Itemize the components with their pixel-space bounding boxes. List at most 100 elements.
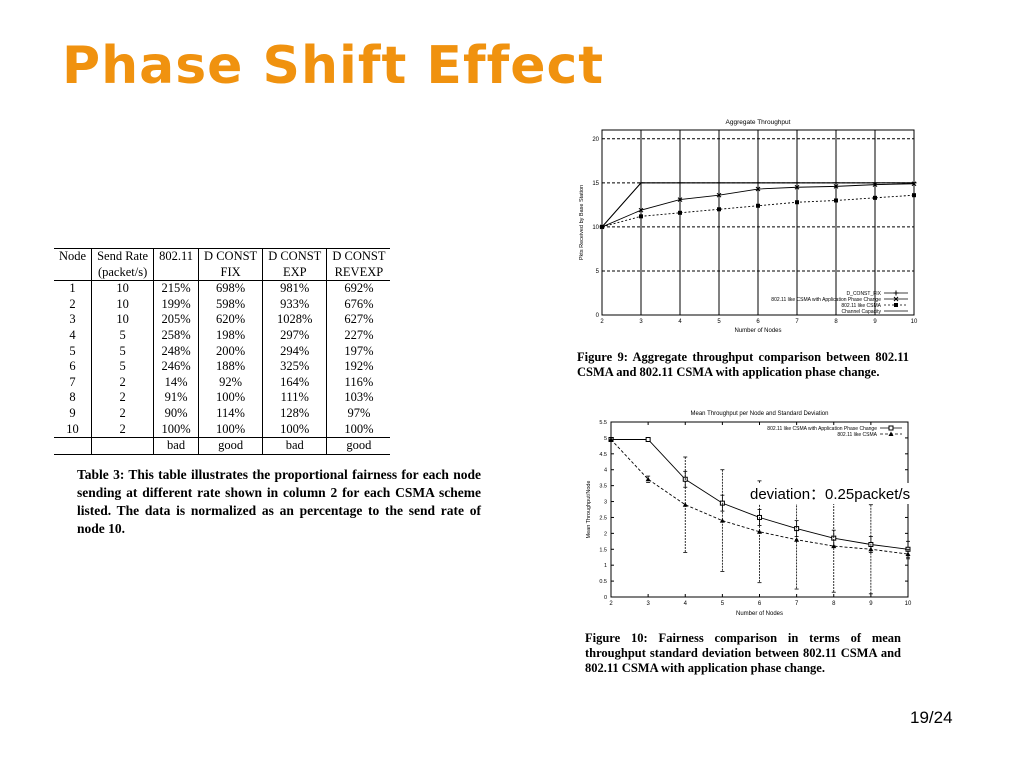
table-cell: 10 bbox=[91, 296, 155, 313]
table-cell: bad bbox=[262, 437, 328, 455]
x-tick-label: 6 bbox=[756, 319, 760, 325]
x-tick-label: 3 bbox=[646, 601, 650, 607]
table-cell: 2 bbox=[91, 421, 155, 438]
table-cell: 97% bbox=[347, 405, 371, 420]
table-cell: 192% bbox=[344, 359, 374, 374]
table-cell: 4 bbox=[54, 327, 93, 344]
table-cell: 5 bbox=[54, 343, 93, 360]
table-cell: 215% bbox=[153, 280, 200, 297]
table-cell: 325% bbox=[262, 359, 328, 375]
data-point bbox=[719, 518, 725, 523]
series-line bbox=[601, 182, 914, 228]
table-caption: Table 3: This table illustrates the prop… bbox=[77, 467, 481, 536]
table-cell: 100% bbox=[153, 421, 200, 438]
column-header-line: D CONST bbox=[204, 249, 258, 263]
table-cell: 2 bbox=[91, 374, 155, 391]
table-cell: 100% bbox=[262, 421, 328, 438]
slide-title: Phase Shift Effect bbox=[62, 36, 605, 96]
table-cell: 128% bbox=[262, 405, 328, 422]
data-point bbox=[795, 200, 799, 205]
data-point bbox=[755, 186, 761, 192]
x-tick-label: 8 bbox=[832, 601, 836, 607]
legend-marker bbox=[888, 425, 894, 431]
data-point bbox=[794, 537, 800, 542]
table-row: 2 10 199% 598% 933% 676% bbox=[54, 296, 390, 313]
table-cell: 933% bbox=[262, 296, 328, 313]
legend-label: D_CONST_FIX bbox=[847, 291, 882, 297]
table-cell: 164% bbox=[262, 374, 328, 391]
y-tick-label: 0 bbox=[604, 595, 607, 601]
data-point bbox=[873, 195, 877, 200]
table-cell: 2 bbox=[91, 405, 155, 422]
y-axis-label: Mean Throughput/Node bbox=[586, 481, 592, 539]
table-cell: 692% bbox=[344, 281, 374, 296]
y-tick-label: 5 bbox=[604, 436, 607, 442]
table-cell: 100% bbox=[198, 421, 264, 438]
data-point bbox=[905, 551, 911, 557]
table-cell: 91% bbox=[153, 390, 200, 406]
y-tick-label: 4.5 bbox=[599, 452, 607, 458]
x-axis-label: Number of Nodes bbox=[734, 328, 781, 334]
table-cell: 14% bbox=[153, 374, 200, 391]
table-cell: 5 bbox=[91, 327, 155, 344]
table-cell: 627% bbox=[344, 312, 374, 327]
table-cell: 10 bbox=[91, 312, 155, 328]
legend-label: 802.11 like CSMA bbox=[841, 303, 881, 309]
x-tick-label: 4 bbox=[678, 319, 682, 325]
x-tick-label: 10 bbox=[905, 601, 912, 607]
column-header: Node bbox=[54, 248, 93, 282]
table-cell: 5 bbox=[91, 359, 155, 375]
table-row: 9 2 90% 114% 128% 97% bbox=[54, 405, 390, 422]
data-point bbox=[682, 502, 688, 507]
y-tick-label: 10 bbox=[592, 225, 599, 231]
y-tick-label: 0 bbox=[596, 313, 600, 319]
chart-title: Mean Throughput per Node and Standard De… bbox=[691, 411, 829, 417]
column-header: D CONST EXP bbox=[262, 248, 328, 282]
column-header: 802.11 bbox=[153, 248, 200, 282]
table-cell: 698% bbox=[198, 280, 264, 297]
table-row: 7 2 14% 92% 164% 116% bbox=[54, 374, 390, 391]
mean-throughput-chart: Mean Throughput per Node and Standard De… bbox=[586, 411, 912, 617]
figure-10-caption: Figure 10: Fairness comparison in terms … bbox=[585, 631, 901, 675]
table-cell: 199% bbox=[153, 296, 200, 313]
table-cell: 246% bbox=[153, 359, 200, 375]
fairness-table: Node Send Rate (packet/s) 802.11 D CONST F… bbox=[54, 248, 391, 455]
x-tick-label: 10 bbox=[911, 319, 918, 325]
data-point bbox=[794, 184, 800, 190]
y-tick-label: 2.5 bbox=[599, 515, 607, 521]
column-header: D CONST FIX bbox=[198, 248, 264, 282]
legend-marker bbox=[894, 303, 898, 307]
table-cell: 10 bbox=[91, 280, 155, 297]
data-point bbox=[757, 529, 762, 534]
x-tick-label: 3 bbox=[639, 319, 643, 325]
column-header-line: (packet/s) bbox=[97, 264, 148, 279]
data-point bbox=[717, 207, 721, 212]
table-cell: 9 bbox=[54, 405, 93, 422]
table-cell: good bbox=[198, 437, 264, 455]
table-cell: 1 bbox=[54, 280, 93, 297]
table-cell: 90% bbox=[153, 405, 200, 422]
table-cell: 100% bbox=[198, 390, 264, 406]
fairness-table-container: Node Send Rate (packet/s) 802.11 D CONST F… bbox=[54, 248, 391, 455]
table-body: 1 10 215% 698% 981% 692% 2 10 199% 598% 933% 676% 3 1… bbox=[54, 280, 391, 455]
table-cell: bad bbox=[153, 437, 200, 455]
y-tick-label: 0.5 bbox=[599, 579, 607, 585]
table-cell: 227% bbox=[344, 327, 374, 342]
table-cell bbox=[54, 437, 93, 455]
data-point bbox=[756, 203, 760, 208]
table-cell: 294% bbox=[262, 343, 328, 360]
data-point bbox=[608, 437, 614, 442]
table-cell: 2 bbox=[54, 296, 93, 313]
legend-label: 802.11 like CSMA bbox=[837, 432, 877, 438]
table-header-row: Node Send Rate (packet/s) 802.11 D CONST F… bbox=[54, 248, 391, 282]
table-cell: 8 bbox=[54, 390, 93, 406]
table-cell: 10 bbox=[54, 421, 93, 438]
table-cell: 100% bbox=[344, 421, 374, 436]
y-tick-label: 3.5 bbox=[599, 484, 607, 490]
table-cell: 620% bbox=[198, 312, 264, 328]
table-cell: 676% bbox=[344, 296, 374, 311]
column-header: D CONST REVEXP bbox=[326, 248, 391, 282]
chart-title: Aggregate Throughput bbox=[726, 119, 791, 126]
table-row: 5 5 248% 200% 294% 197% bbox=[54, 343, 390, 360]
column-header-line: FIX bbox=[220, 264, 241, 279]
